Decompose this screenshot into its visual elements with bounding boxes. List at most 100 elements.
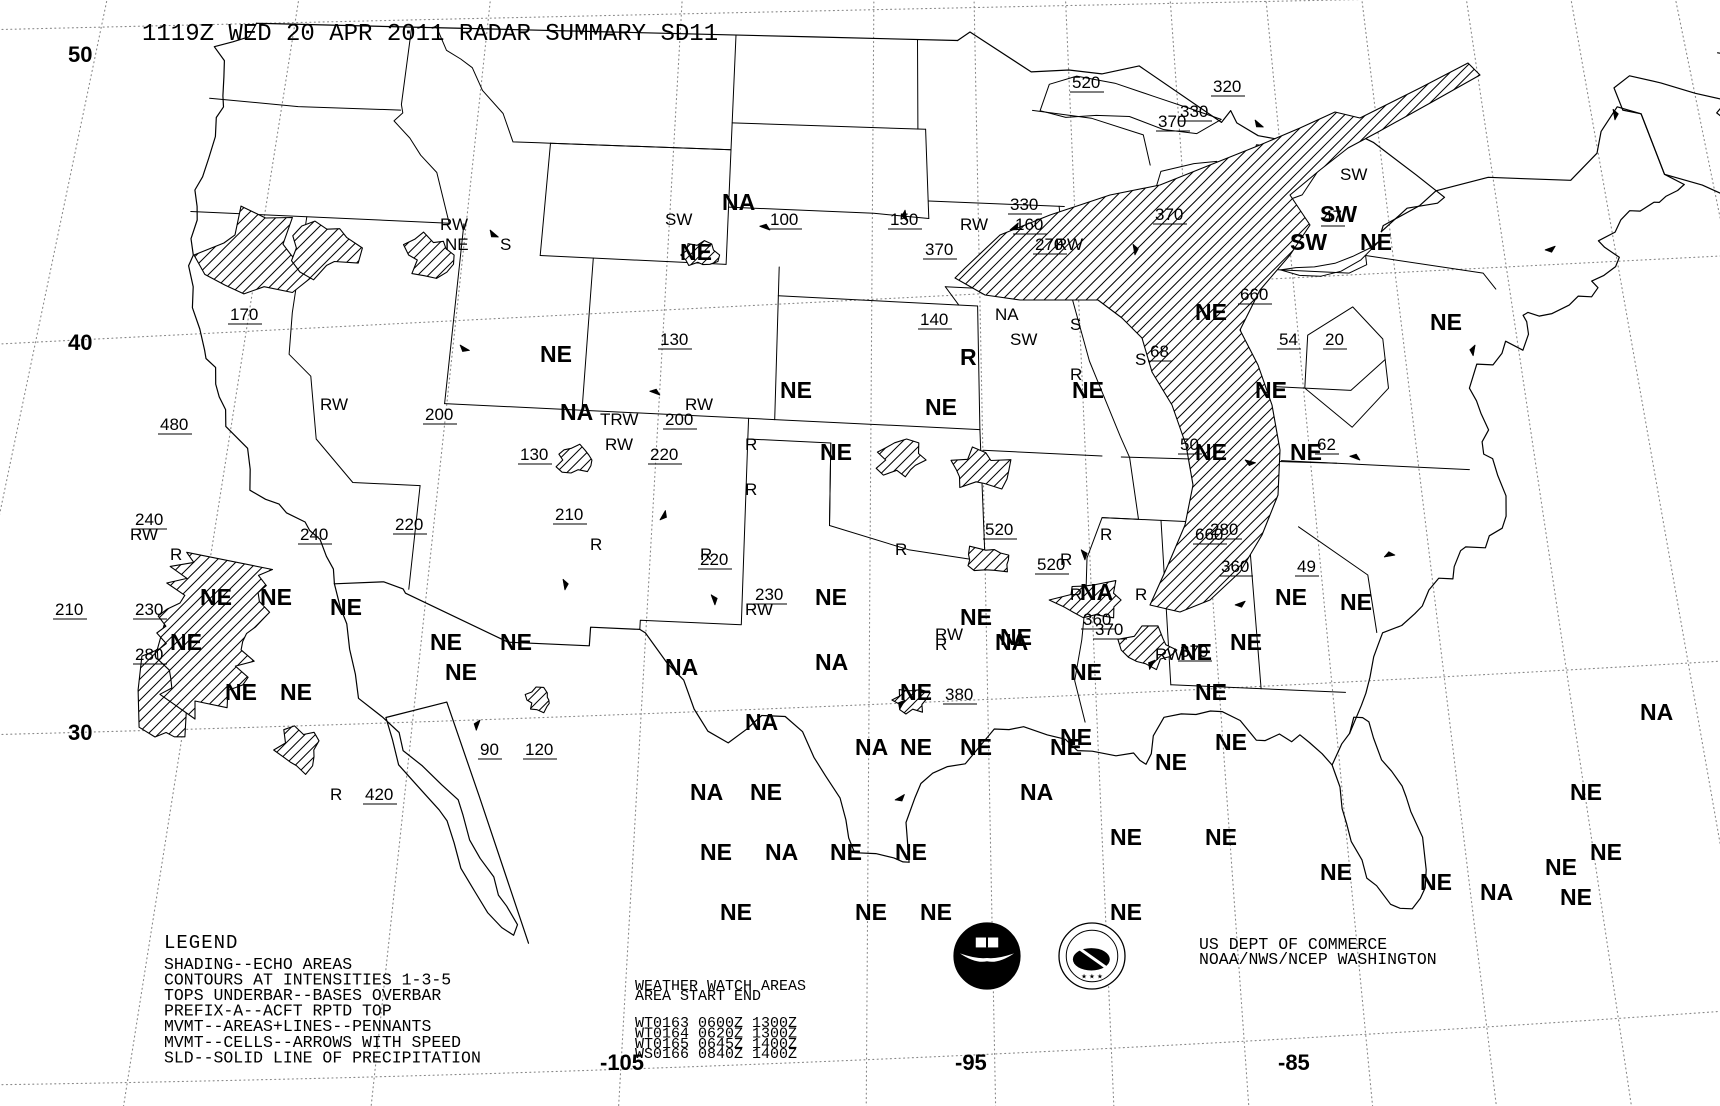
svg-text:RW: RW bbox=[935, 625, 963, 644]
svg-text:520: 520 bbox=[985, 520, 1013, 539]
svg-text:NE: NE bbox=[1195, 439, 1227, 465]
svg-text:54: 54 bbox=[1279, 330, 1298, 349]
svg-text:S: S bbox=[500, 235, 511, 254]
svg-text:520: 520 bbox=[1072, 73, 1100, 92]
svg-text:200: 200 bbox=[425, 405, 453, 424]
svg-text:R: R bbox=[330, 785, 342, 804]
svg-text:NE: NE bbox=[1590, 839, 1622, 865]
svg-text:370: 370 bbox=[1180, 642, 1208, 661]
svg-text:NA: NA bbox=[995, 629, 1028, 655]
svg-text:RW: RW bbox=[320, 395, 348, 414]
svg-text:NE: NE bbox=[750, 779, 782, 805]
svg-text:NE: NE bbox=[200, 584, 232, 610]
svg-text:NE: NE bbox=[895, 839, 927, 865]
svg-text:380: 380 bbox=[945, 685, 973, 704]
svg-text:NE: NE bbox=[700, 839, 732, 865]
svg-text:NE: NE bbox=[1320, 859, 1352, 885]
svg-text:NA: NA bbox=[665, 654, 698, 680]
svg-text:NE: NE bbox=[830, 839, 862, 865]
svg-text:AREA START END: AREA START END bbox=[635, 988, 761, 1005]
svg-text:R: R bbox=[170, 545, 182, 564]
svg-text:NE: NE bbox=[855, 899, 887, 925]
svg-text:NE: NE bbox=[820, 439, 852, 465]
svg-text:SLD--SOLID LINE OF PRECIPITATI: SLD--SOLID LINE OF PRECIPITATION bbox=[164, 1048, 481, 1067]
svg-text:NOAA/NWS/NCEP WASHINGTON: NOAA/NWS/NCEP WASHINGTON bbox=[1199, 950, 1437, 969]
svg-text:NE: NE bbox=[445, 235, 469, 254]
svg-text:NA: NA bbox=[815, 649, 848, 675]
svg-text:130: 130 bbox=[520, 445, 548, 464]
svg-text:R: R bbox=[1070, 585, 1082, 604]
svg-text:NE: NE bbox=[920, 899, 952, 925]
svg-text:30: 30 bbox=[68, 720, 92, 745]
svg-text:370: 370 bbox=[1155, 205, 1183, 224]
svg-text:NE: NE bbox=[960, 604, 992, 630]
svg-text:LEGEND: LEGEND bbox=[164, 932, 238, 954]
svg-text:R: R bbox=[1100, 525, 1112, 544]
svg-text:NE: NE bbox=[900, 734, 932, 760]
svg-text:370: 370 bbox=[925, 240, 953, 259]
svg-text:NE: NE bbox=[170, 629, 202, 655]
svg-text:50: 50 bbox=[68, 42, 92, 67]
svg-text:R: R bbox=[1135, 585, 1147, 604]
svg-text:49: 49 bbox=[1297, 557, 1316, 576]
svg-text:NE: NE bbox=[680, 239, 712, 265]
svg-text:130: 130 bbox=[660, 330, 688, 349]
svg-text:NE: NE bbox=[1070, 659, 1102, 685]
svg-text:NE: NE bbox=[1230, 629, 1262, 655]
svg-text:480: 480 bbox=[160, 415, 188, 434]
svg-text:420: 420 bbox=[365, 785, 393, 804]
svg-text:270: 270 bbox=[1035, 235, 1063, 254]
svg-text:100: 100 bbox=[770, 210, 798, 229]
svg-text:210: 210 bbox=[55, 600, 83, 619]
svg-text:NE: NE bbox=[1195, 299, 1227, 325]
svg-text:NE: NE bbox=[430, 629, 462, 655]
svg-text:R: R bbox=[1070, 365, 1082, 384]
svg-text:NE: NE bbox=[1360, 229, 1392, 255]
svg-text:NE: NE bbox=[1560, 884, 1592, 910]
svg-text:NE: NE bbox=[445, 659, 477, 685]
svg-text:NE: NE bbox=[1205, 824, 1237, 850]
svg-text:360: 360 bbox=[1221, 557, 1249, 576]
svg-text:280: 280 bbox=[135, 645, 163, 664]
svg-text:NE: NE bbox=[1110, 824, 1142, 850]
svg-text:62: 62 bbox=[1317, 435, 1336, 454]
svg-text:520: 520 bbox=[1037, 555, 1065, 574]
svg-text:R: R bbox=[745, 435, 757, 454]
svg-text:NE: NE bbox=[960, 734, 992, 760]
svg-text:NE: NE bbox=[1155, 749, 1187, 775]
svg-text:SW: SW bbox=[665, 210, 692, 229]
svg-text:NA: NA bbox=[995, 305, 1019, 324]
svg-text:280: 280 bbox=[1210, 520, 1238, 539]
svg-text:NE: NE bbox=[1060, 724, 1092, 750]
svg-text:230: 230 bbox=[755, 585, 783, 604]
svg-text:NE: NE bbox=[225, 679, 257, 705]
svg-text:NA: NA bbox=[745, 709, 778, 735]
svg-text:50: 50 bbox=[1180, 435, 1199, 454]
svg-text:NE: NE bbox=[260, 584, 292, 610]
svg-text:NA: NA bbox=[1080, 579, 1113, 605]
svg-text:NE: NE bbox=[540, 341, 572, 367]
svg-text:NE: NE bbox=[1195, 679, 1227, 705]
svg-text:NE: NE bbox=[1340, 589, 1372, 615]
svg-text:NA: NA bbox=[1020, 779, 1053, 805]
svg-text:210: 210 bbox=[555, 505, 583, 524]
svg-text:NE: NE bbox=[815, 584, 847, 610]
svg-text:NE: NE bbox=[500, 629, 532, 655]
svg-text:NE: NE bbox=[1255, 377, 1287, 403]
svg-text:320: 320 bbox=[1213, 77, 1241, 96]
svg-text:NA: NA bbox=[722, 189, 755, 215]
svg-text:1119Z WED 20 APR 2011 RADAR SU: 1119Z WED 20 APR 2011 RADAR SUMMARY SD11 bbox=[142, 21, 718, 48]
svg-text:240: 240 bbox=[135, 510, 163, 529]
svg-text:NA: NA bbox=[765, 839, 798, 865]
svg-text:20: 20 bbox=[1325, 330, 1344, 349]
svg-text:NE: NE bbox=[1430, 309, 1462, 335]
svg-text:SW: SW bbox=[1340, 165, 1367, 184]
svg-text:WS0166 0840Z 1400Z: WS0166 0840Z 1400Z bbox=[635, 1046, 797, 1063]
svg-text:-85: -85 bbox=[1278, 1050, 1310, 1075]
svg-text:S: S bbox=[1070, 315, 1081, 334]
svg-text:370: 370 bbox=[1095, 620, 1123, 639]
svg-text:NA: NA bbox=[560, 399, 593, 425]
svg-text:200: 200 bbox=[665, 410, 693, 429]
svg-text:RW: RW bbox=[605, 435, 633, 454]
svg-text:170: 170 bbox=[230, 305, 258, 324]
